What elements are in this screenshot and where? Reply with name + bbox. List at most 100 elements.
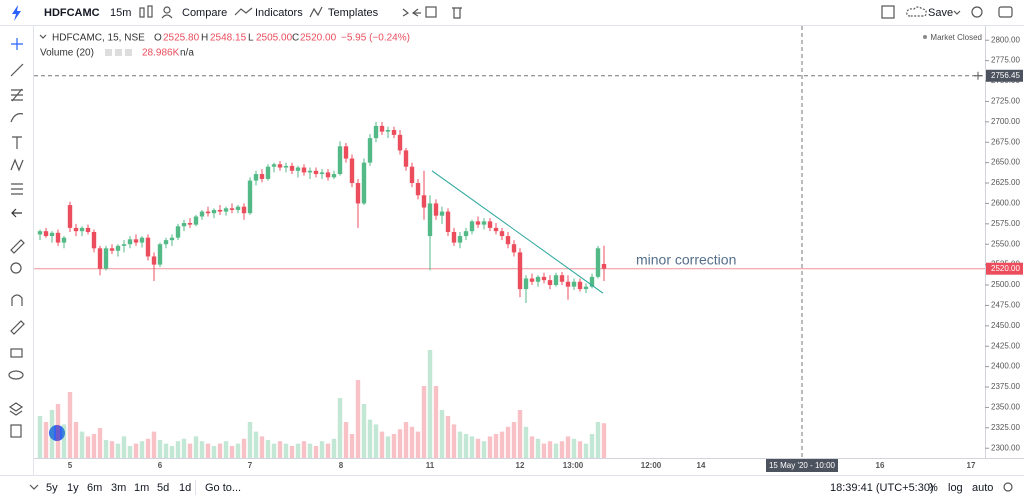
crosshair-price-label: 2756.45 [991, 71, 1020, 80]
pattern-tool[interactable] [10, 158, 24, 172]
prediction-tool[interactable] [11, 183, 23, 195]
snapshot-check-icon[interactable] [425, 6, 437, 18]
compare-icon[interactable] [161, 6, 173, 19]
x-tick-label: 13:00 [563, 461, 584, 470]
axis-settings[interactable] [1003, 482, 1013, 492]
visibility-tool[interactable] [8, 370, 24, 380]
save-menu-icon[interactable] [953, 10, 961, 15]
indicators-button[interactable]: Indicators [255, 7, 303, 19]
camera-icon[interactable] [998, 6, 1013, 18]
volume-btn[interactable] [105, 49, 112, 56]
range-button[interactable]: 6m [87, 482, 102, 494]
layers-tool[interactable] [8, 402, 24, 416]
left-tools [8, 38, 25, 438]
save-button[interactable]: Save [928, 7, 953, 19]
compare-button[interactable]: Compare [182, 7, 227, 19]
candle-body [367, 138, 373, 163]
volume-btn[interactable] [115, 49, 122, 56]
y-tick-label: 2500.00 [991, 280, 1020, 289]
logo-icon[interactable] [12, 5, 21, 21]
settings-icon[interactable] [971, 6, 983, 18]
range-button[interactable]: 1d [179, 482, 191, 494]
candle-body [379, 125, 385, 132]
cloud-icon[interactable] [906, 6, 927, 17]
symbol[interactable]: HDFCAMC [44, 7, 100, 19]
candle-body [493, 227, 499, 232]
volume-bar [463, 434, 469, 458]
volume-bar [277, 441, 283, 458]
y-tick-label: 2625.00 [991, 178, 1020, 187]
cloud-badge[interactable] [49, 425, 65, 441]
candle-body [313, 170, 319, 175]
volume-bar [193, 436, 199, 458]
log-toggle[interactable]: log [948, 482, 963, 494]
text-tool[interactable] [12, 136, 22, 149]
crosshair-tool[interactable] [11, 38, 23, 50]
candle-body [193, 216, 199, 225]
templates-button[interactable]: Templates [328, 7, 379, 19]
legend-collapse[interactable] [39, 34, 47, 39]
undo-icon[interactable] [411, 8, 421, 17]
auto-toggle[interactable]: auto [972, 482, 993, 494]
volume-bar [397, 429, 403, 458]
lock-tool[interactable] [10, 348, 23, 358]
volume-bar [223, 441, 229, 458]
delete-icon[interactable] [452, 7, 462, 19]
candle-body [217, 209, 223, 212]
trash-tool[interactable] [10, 424, 22, 438]
candle-body [235, 206, 241, 210]
interval[interactable]: 15m [110, 7, 131, 19]
range-button[interactable]: 3m [111, 482, 126, 494]
trend-line[interactable] [431, 170, 604, 294]
volume-bar [61, 424, 67, 458]
volume-bar [595, 422, 601, 458]
volume-btn[interactable] [125, 49, 132, 56]
y-tick-label: 2550.00 [991, 239, 1020, 248]
volume-bar [403, 422, 409, 458]
volume-bar [253, 431, 259, 458]
templates-icon[interactable] [309, 6, 323, 18]
fib-tool[interactable] [11, 88, 23, 102]
brush-tool[interactable] [10, 113, 24, 123]
redo-icon[interactable] [402, 8, 410, 17]
volume-bar [73, 422, 79, 458]
range-button[interactable]: 1m [134, 482, 149, 494]
candle-body [373, 125, 379, 139]
volume-bar [553, 443, 559, 458]
y-tick-label: 2600.00 [991, 199, 1020, 208]
range-button[interactable]: 1y [67, 482, 79, 494]
back-tool[interactable] [11, 208, 22, 218]
candle-body [265, 166, 271, 179]
volume-bar [379, 431, 385, 458]
ruler-tool[interactable] [10, 239, 25, 254]
candle-body [505, 236, 511, 245]
candle-body [247, 180, 253, 214]
indicators-icon[interactable] [234, 7, 253, 16]
crosshair-time-box [766, 459, 838, 472]
candles-icon[interactable] [139, 5, 153, 18]
percent-toggle[interactable]: % [928, 482, 938, 494]
lock-draw-tool[interactable] [10, 320, 25, 335]
range-menu[interactable] [29, 484, 39, 490]
volume-bar [247, 422, 253, 458]
volume-bar [523, 426, 529, 458]
annotation-text[interactable]: minor correction [636, 252, 736, 268]
candle-body [451, 231, 457, 243]
candle-body [79, 227, 85, 232]
legend-o-value: 2525.80 [163, 33, 200, 44]
volume-bar [421, 386, 427, 458]
volume-bar [457, 431, 463, 458]
candle-body [127, 239, 133, 245]
volume-bar [85, 436, 91, 458]
range-button[interactable]: 5d [157, 482, 169, 494]
goto-button[interactable]: Go to... [205, 482, 241, 494]
trendline-tool[interactable] [10, 63, 24, 77]
fullscreen-icon[interactable] [881, 5, 895, 19]
volume-bar [445, 416, 451, 458]
volume-bar [127, 446, 133, 458]
zoom-tool[interactable] [10, 262, 22, 274]
y-tick-label: 2800.00 [991, 35, 1020, 44]
candle-body [565, 281, 571, 287]
range-button[interactable]: 5y [46, 482, 58, 494]
magnet-tool[interactable] [11, 294, 23, 306]
